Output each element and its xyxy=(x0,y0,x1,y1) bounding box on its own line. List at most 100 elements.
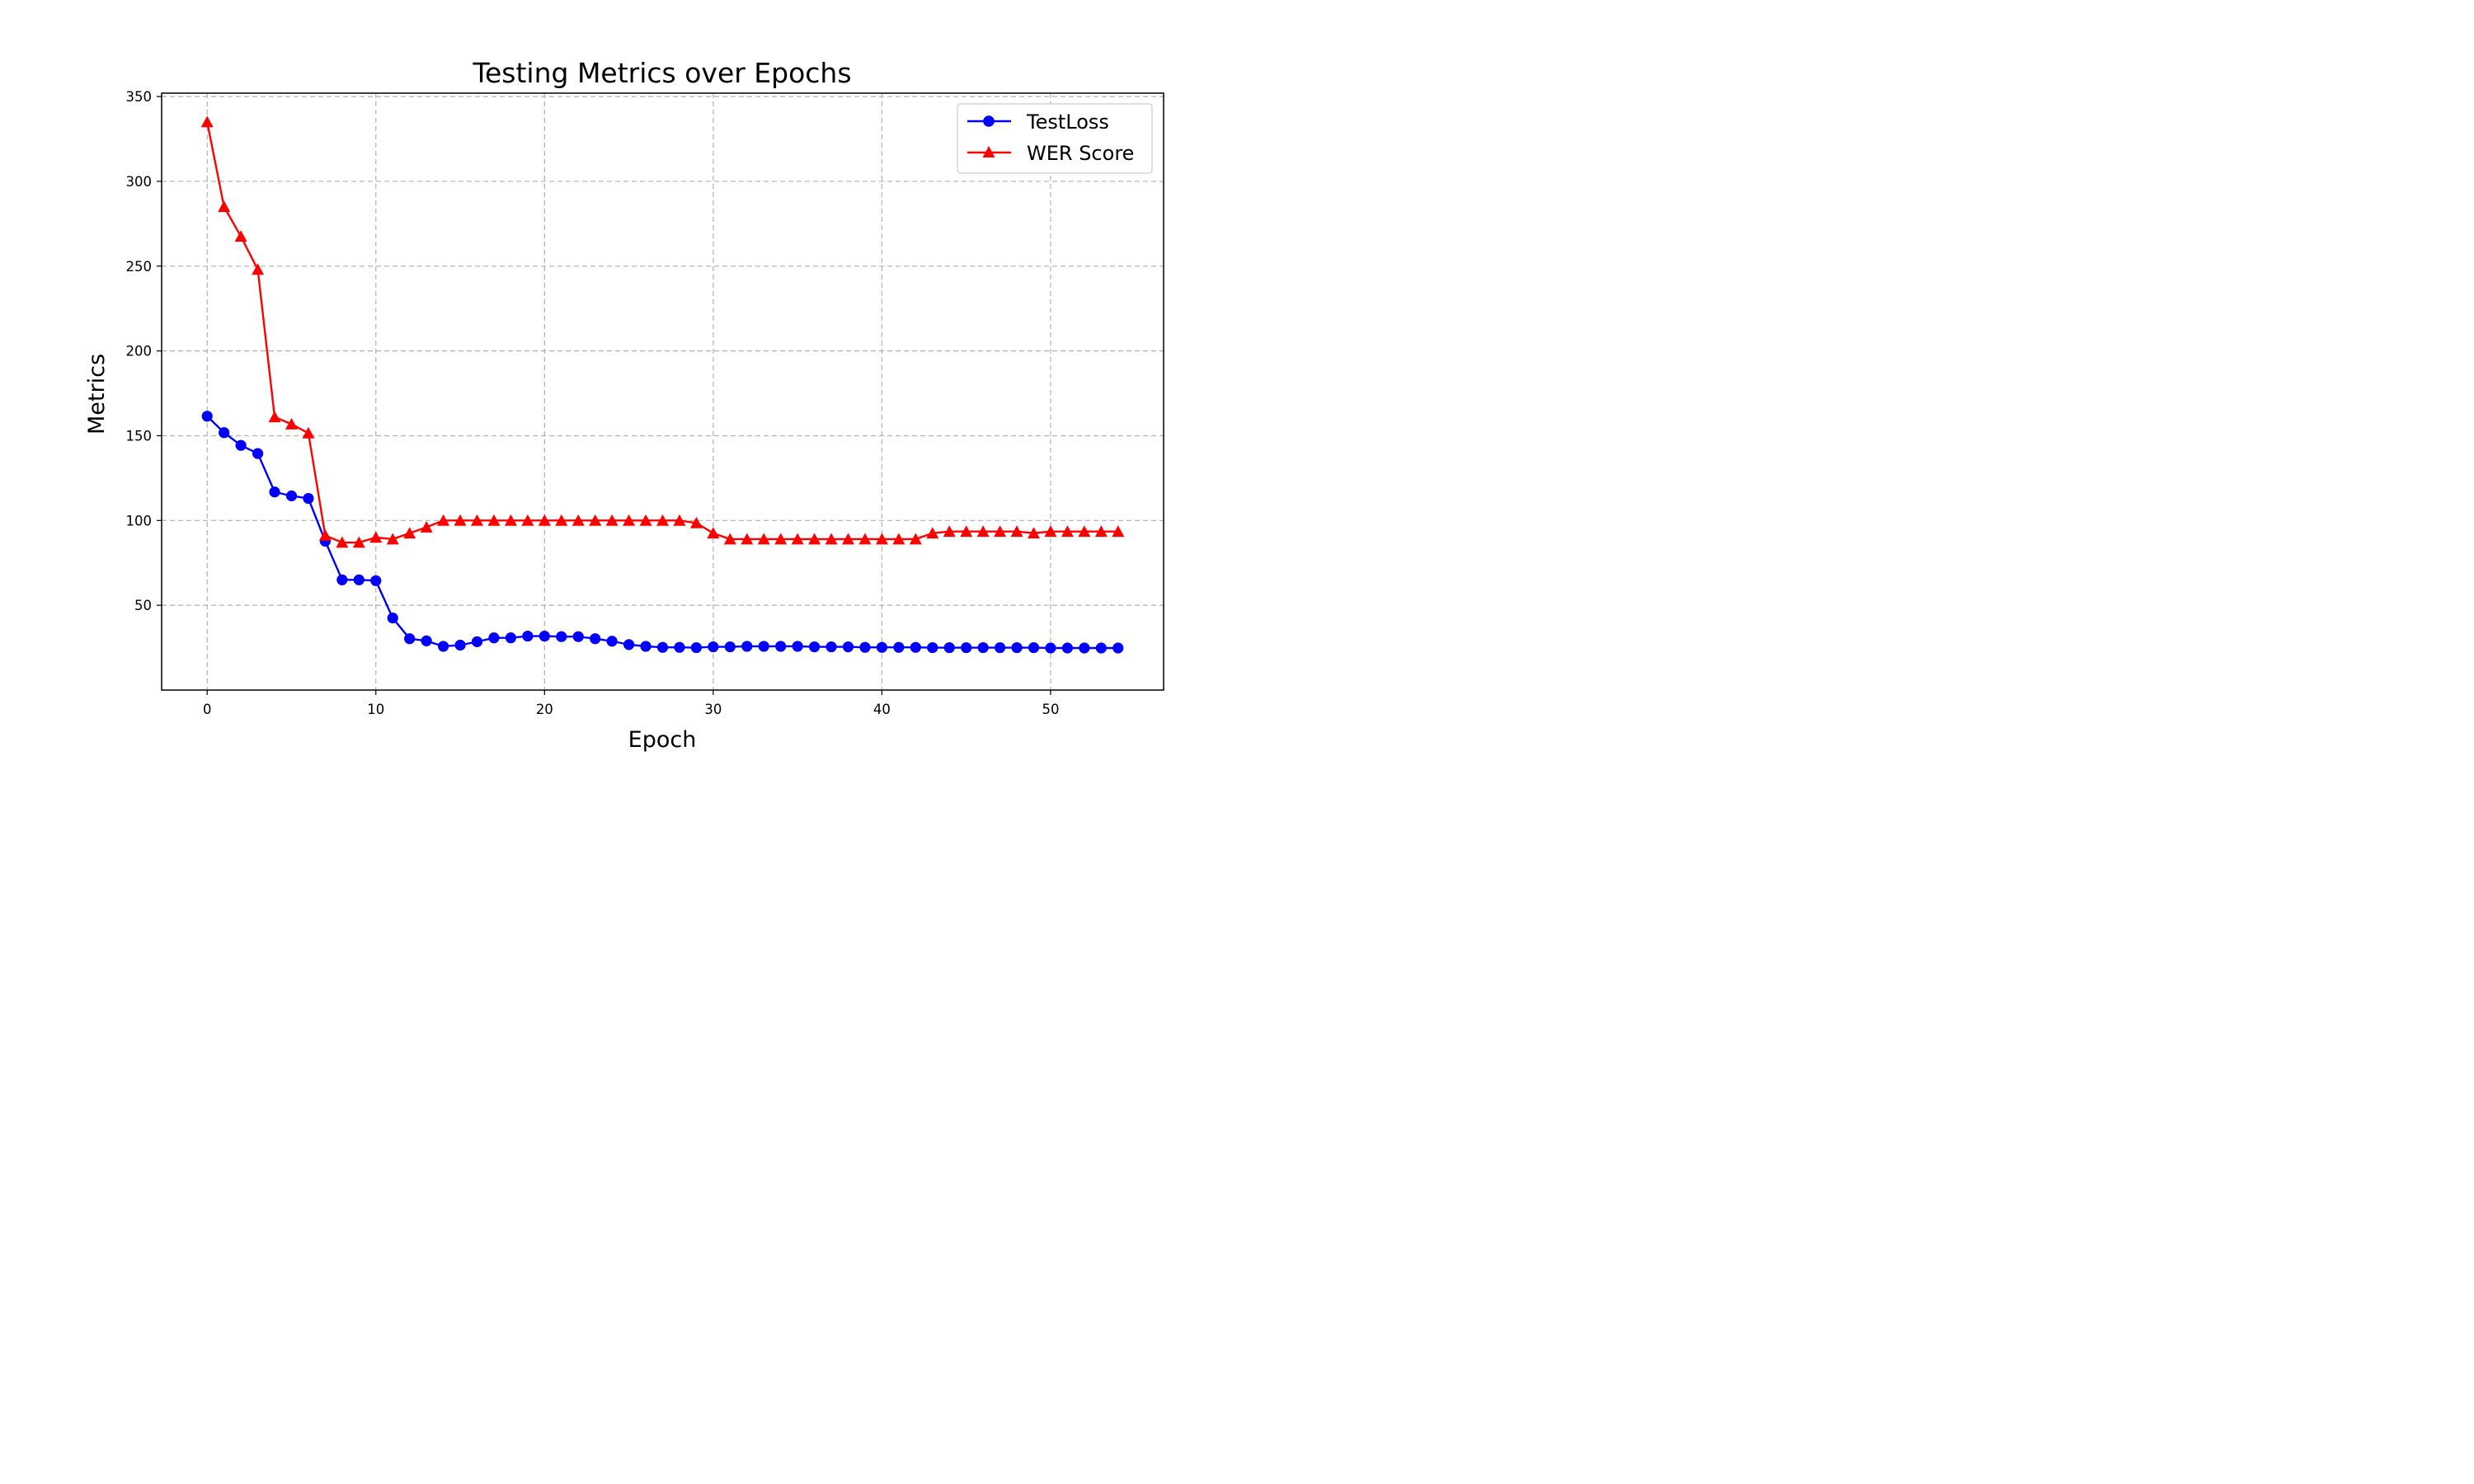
point-wer-score xyxy=(639,514,652,526)
point-wer-score xyxy=(1010,525,1023,538)
point-testloss xyxy=(1112,642,1124,654)
point-wer-score xyxy=(252,263,265,275)
plot-frame xyxy=(161,92,1164,691)
series-testloss xyxy=(201,411,1124,654)
point-testloss xyxy=(977,641,989,654)
point-wer-score xyxy=(723,533,736,545)
point-wer-score xyxy=(909,533,922,545)
point-wer-score xyxy=(842,533,854,545)
point-wer-score xyxy=(1028,527,1040,539)
point-wer-score xyxy=(960,525,973,538)
point-wer-score xyxy=(369,531,383,543)
point-wer-score xyxy=(926,527,939,539)
point-testloss xyxy=(606,636,618,647)
point-testloss xyxy=(454,639,466,651)
point-testloss xyxy=(859,641,871,653)
point-testloss xyxy=(825,641,837,653)
point-wer-score xyxy=(1112,525,1125,538)
point-testloss xyxy=(724,641,736,653)
point-wer-score xyxy=(791,533,804,545)
point-testloss xyxy=(539,630,550,642)
legend-label-testloss: TestLoss xyxy=(1026,110,1109,134)
point-wer-score xyxy=(774,533,788,545)
point-testloss xyxy=(961,641,972,654)
point-testloss xyxy=(893,641,905,653)
point-wer-score xyxy=(892,533,905,545)
point-testloss xyxy=(1045,642,1056,654)
point-testloss xyxy=(1011,641,1023,654)
point-testloss xyxy=(235,439,247,451)
point-wer-score xyxy=(825,533,838,545)
point-testloss xyxy=(219,427,230,439)
legend-label-wer: WER Score xyxy=(1027,142,1134,165)
point-wer-score xyxy=(1044,525,1057,538)
point-testloss xyxy=(656,641,669,653)
chart-title: Testing Metrics over Epochs xyxy=(472,57,851,89)
y-tick-label: 150 xyxy=(126,428,153,444)
point-wer-score xyxy=(487,514,501,526)
point-wer-score xyxy=(555,514,568,526)
point-wer-score xyxy=(521,514,534,526)
point-wer-score xyxy=(268,411,281,423)
point-testloss xyxy=(910,641,921,653)
point-wer-score xyxy=(218,200,231,213)
point-testloss xyxy=(792,641,803,652)
point-wer-score xyxy=(352,536,365,548)
point-wer-score xyxy=(285,417,298,430)
point-testloss xyxy=(303,492,314,505)
point-testloss xyxy=(404,633,416,645)
point-testloss xyxy=(842,641,854,653)
point-testloss xyxy=(775,641,787,652)
point-testloss xyxy=(1061,642,1074,654)
point-testloss xyxy=(640,641,651,652)
y-tick-label: 50 xyxy=(134,598,152,613)
point-wer-score xyxy=(707,527,720,539)
point-testloss xyxy=(353,574,365,585)
point-wer-score xyxy=(605,514,618,526)
point-wer-score xyxy=(386,533,399,545)
y-tick-label: 250 xyxy=(126,259,153,275)
point-wer-score xyxy=(589,514,602,526)
point-wer-score xyxy=(976,525,990,538)
point-testloss xyxy=(556,631,567,642)
y-axis: 50 100 150 200 250 300 350 xyxy=(126,89,162,613)
point-testloss xyxy=(437,641,449,652)
point-wer-score xyxy=(504,514,517,526)
point-testloss xyxy=(590,633,601,645)
point-testloss xyxy=(387,612,398,624)
point-wer-score xyxy=(741,533,754,545)
legend-marker-wer xyxy=(982,146,995,157)
point-testloss xyxy=(876,641,888,653)
point-testloss xyxy=(269,486,280,498)
point-testloss xyxy=(690,641,703,654)
point-wer-score xyxy=(318,528,332,541)
y-tick-label: 100 xyxy=(126,513,153,528)
point-wer-score xyxy=(1078,525,1091,538)
point-testloss xyxy=(471,636,483,647)
point-wer-score xyxy=(571,514,585,526)
line-chart: 0 10 20 30 40 50 50 100 150 200 250 300 350 Testing… xyxy=(0,0,1278,767)
point-testloss xyxy=(488,632,500,644)
point-testloss xyxy=(758,641,769,652)
point-testloss xyxy=(572,631,584,642)
x-tick-label: 30 xyxy=(704,702,722,717)
point-testloss xyxy=(994,641,1006,654)
point-testloss xyxy=(370,575,382,586)
point-wer-score xyxy=(471,514,483,526)
x-axis: 0 10 20 30 40 50 xyxy=(203,690,1059,717)
point-testloss xyxy=(1095,642,1107,654)
point-wer-score xyxy=(623,514,636,526)
x-tick-label: 0 xyxy=(203,702,212,717)
point-testloss xyxy=(505,632,517,644)
point-testloss xyxy=(336,574,348,585)
point-wer-score xyxy=(437,514,450,526)
point-wer-score xyxy=(336,536,349,548)
y-axis-title: Metrics xyxy=(84,354,110,434)
point-wer-score xyxy=(538,514,551,526)
point-testloss xyxy=(252,448,264,459)
point-wer-score xyxy=(656,514,669,526)
point-wer-score xyxy=(808,533,821,545)
point-testloss xyxy=(201,411,213,422)
y-tick-label: 200 xyxy=(126,344,153,359)
point-testloss xyxy=(285,490,298,502)
